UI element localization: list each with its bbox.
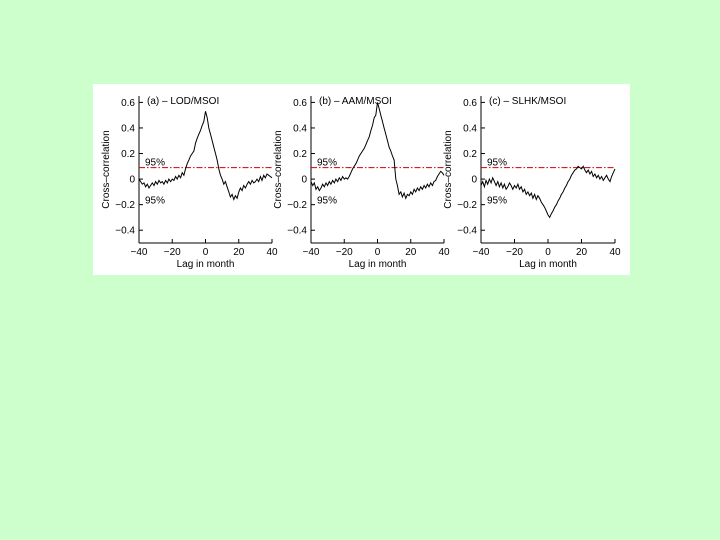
significance-lower-label: 95% bbox=[317, 195, 337, 206]
x-tick-label: −20 bbox=[506, 247, 523, 258]
panel-a: −0.4 −0.2 0 0.2 0.4 0.6 −40 −20 0 20 40 Lag in mont… bbox=[101, 96, 278, 270]
y-axis-title: Cross–correlation bbox=[443, 130, 454, 208]
x-tick-label: 20 bbox=[405, 247, 417, 258]
panel-title: (b) – AAM/MSOI bbox=[319, 96, 392, 107]
y-tick-label: −0.4 bbox=[457, 226, 477, 237]
x-tick-label: −40 bbox=[131, 247, 148, 258]
panel-c: −0.4 −0.2 0 0.2 0.4 0.6 −40 −20 0 20 40 Lag in mont… bbox=[443, 96, 621, 270]
cross-correlation-figure: −0.4 −0.2 0 0.2 0.4 0.6 −40 −20 0 20 40 Lag in mont… bbox=[93, 84, 630, 275]
x-tick-label: 40 bbox=[438, 247, 450, 258]
series-line-aam-msoi bbox=[310, 102, 445, 200]
panel-title: (a) – LOD/MSOI bbox=[147, 96, 219, 107]
figure-canvas: −0.4 −0.2 0 0.2 0.4 0.6 −40 −20 0 20 40 Lag in mont… bbox=[101, 96, 621, 270]
x-tick-label: −20 bbox=[164, 247, 181, 258]
y-tick-label: 0.2 bbox=[293, 149, 307, 160]
x-tick-label: 20 bbox=[233, 247, 245, 258]
series-line-lod-msoi bbox=[138, 111, 273, 201]
x-tick-label: 20 bbox=[576, 247, 588, 258]
x-tick-label: 0 bbox=[375, 247, 381, 258]
y-tick-label: −0.2 bbox=[287, 200, 307, 211]
y-tick-label: 0.6 bbox=[293, 98, 307, 109]
y-tick-label: 0 bbox=[129, 175, 135, 186]
y-axis-title: Cross–correlation bbox=[101, 130, 112, 208]
y-tick-label: 0.6 bbox=[121, 98, 135, 109]
y-tick-label: −0.2 bbox=[457, 200, 477, 211]
x-axis-title: Lag in month bbox=[519, 259, 577, 270]
significance-upper-label: 95% bbox=[317, 158, 337, 169]
y-tick-label: 0 bbox=[471, 175, 477, 186]
x-tick-label: −40 bbox=[303, 247, 320, 258]
panel-title: (c) – SLHK/MSOI bbox=[489, 96, 566, 107]
y-tick-label: 0.4 bbox=[121, 123, 135, 134]
significance-upper-label: 95% bbox=[487, 158, 507, 169]
x-tick-label: 40 bbox=[609, 247, 621, 258]
significance-upper-label: 95% bbox=[145, 158, 165, 169]
panel-b: −0.4 −0.2 0 0.2 0.4 0.6 −40 −20 0 20 40 Lag in mont… bbox=[273, 96, 450, 270]
y-tick-label: −0.2 bbox=[115, 200, 135, 211]
x-tick-label: 40 bbox=[266, 247, 278, 258]
y-tick-label: 0 bbox=[301, 175, 307, 186]
x-axis-title: Lag in month bbox=[349, 259, 407, 270]
y-tick-label: 0.2 bbox=[463, 149, 477, 160]
x-tick-label: 0 bbox=[545, 247, 551, 258]
x-axis-title: Lag in month bbox=[177, 259, 235, 270]
y-axis-title: Cross–correlation bbox=[273, 130, 284, 208]
x-tick-label: −40 bbox=[473, 247, 490, 258]
y-tick-label: 0.2 bbox=[121, 149, 135, 160]
y-tick-label: 0.6 bbox=[463, 98, 477, 109]
y-tick-label: −0.4 bbox=[115, 226, 135, 237]
series-line-slhk-msoi bbox=[480, 165, 616, 219]
significance-lower-label: 95% bbox=[145, 195, 165, 206]
y-tick-label: 0.4 bbox=[293, 123, 307, 134]
y-tick-label: −0.4 bbox=[287, 226, 307, 237]
x-tick-label: −20 bbox=[336, 247, 353, 258]
significance-lower-label: 95% bbox=[487, 195, 507, 206]
y-tick-label: 0.4 bbox=[463, 123, 477, 134]
x-tick-label: 0 bbox=[203, 247, 209, 258]
